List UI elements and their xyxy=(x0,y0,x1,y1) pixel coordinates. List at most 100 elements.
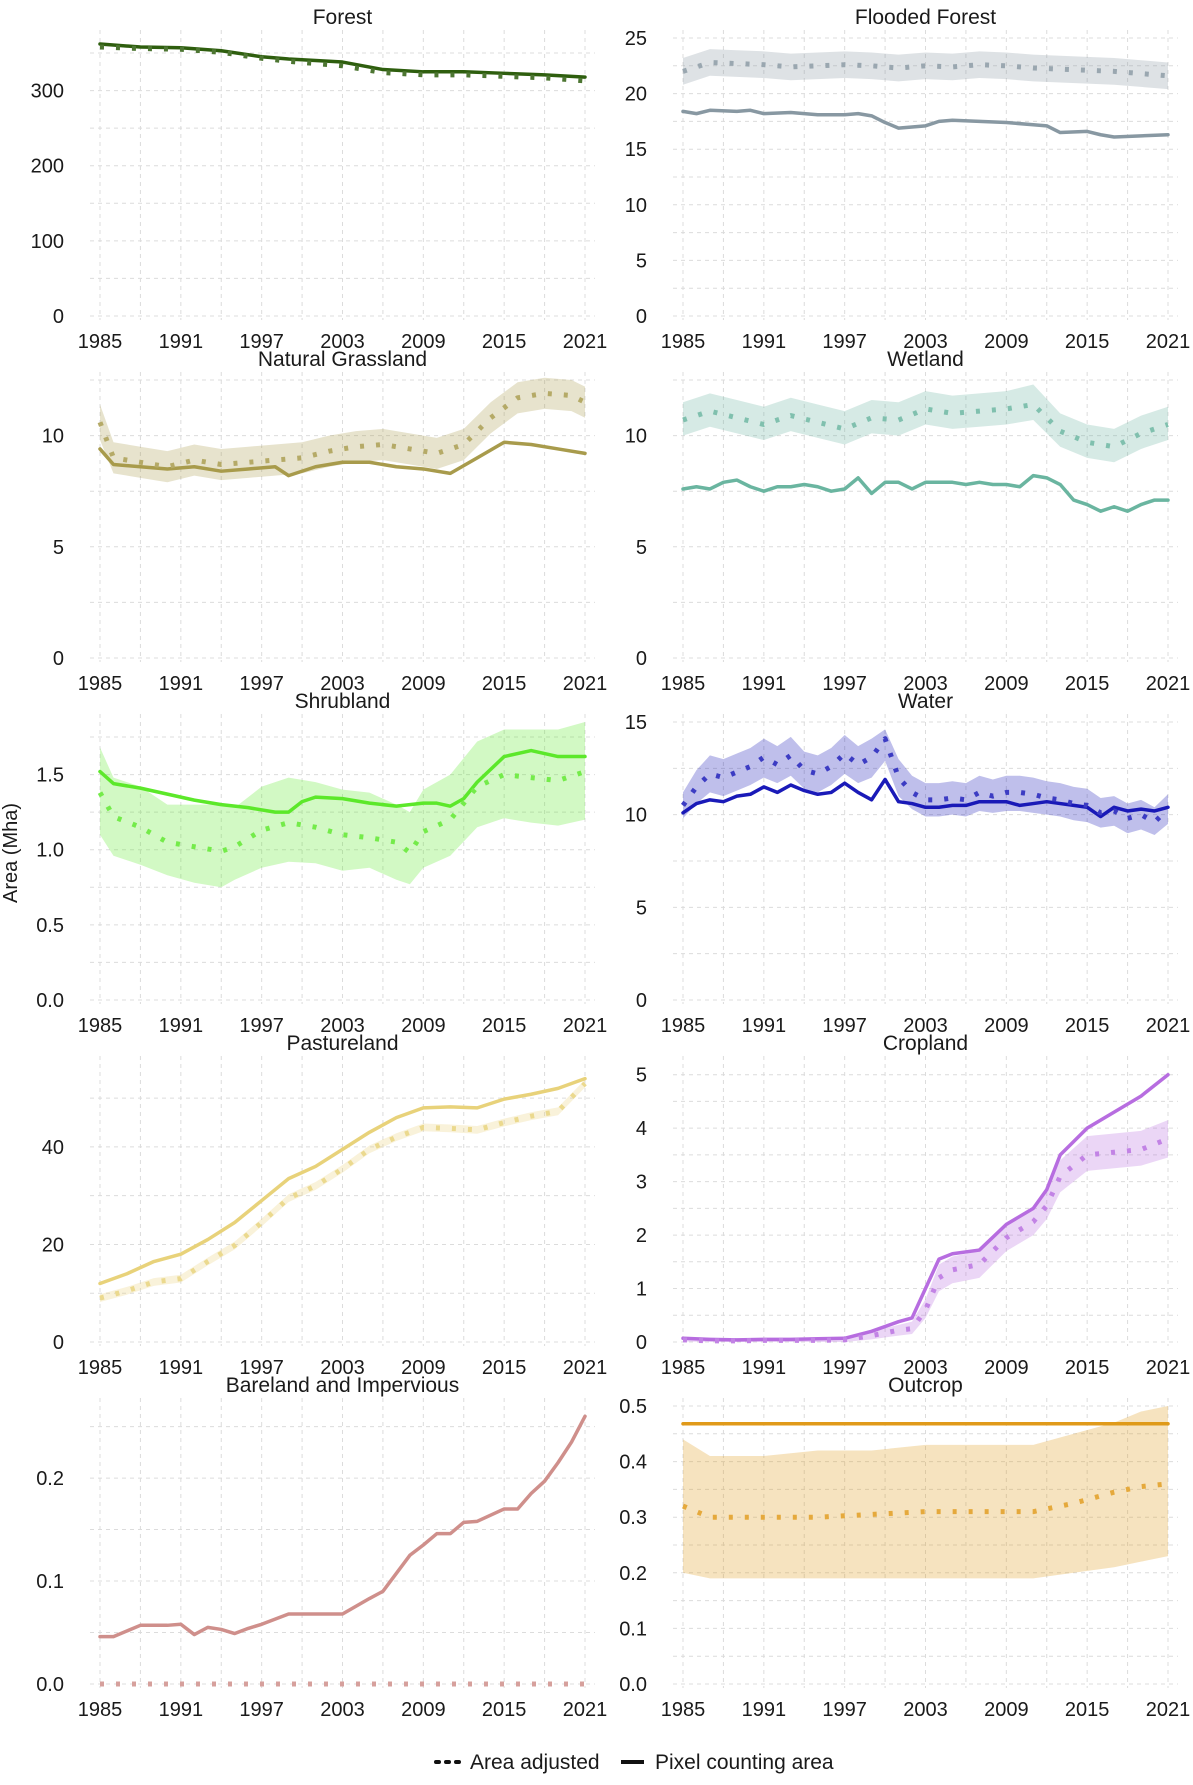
panel-water-xtick-label: 1985 xyxy=(661,1015,706,1037)
panel-wetland-area-adjusted-ci-band xyxy=(683,384,1168,463)
panel-wetland-xtick-label: 1991 xyxy=(742,673,787,695)
panel-bareland-impervious-ytick-label: 0.2 xyxy=(36,1468,64,1490)
panel-forest-xtick-label: 2021 xyxy=(563,331,608,353)
panel-forest-xtick-label: 2009 xyxy=(401,331,446,353)
panel-cropland-ytick-label: 3 xyxy=(636,1172,647,1194)
panel-forest: Forest 0 100 200 300 1985 1991 1997 2003 2009 2015… xyxy=(31,6,608,353)
panel-wetland-pixel-counting-area-line xyxy=(681,473,1170,513)
panel-cropland-xtick-label: 1997 xyxy=(822,1357,867,1379)
panel-natural-grassland-grid xyxy=(90,372,595,662)
panel-water-grid xyxy=(673,714,1178,1004)
panel-outcrop-xtick-label: 1997 xyxy=(822,1699,867,1721)
panel-cropland-grid xyxy=(673,1056,1178,1346)
panel-flooded-forest: Flooded Forest 0 5 10 15 20 25 1985 1991 1997 2003… xyxy=(625,6,1191,353)
panel-flooded-forest-ytick-label: 10 xyxy=(625,195,647,217)
panel-outcrop-xtick-label: 2021 xyxy=(1146,1699,1191,1721)
panel-outcrop-xtick-label: 1985 xyxy=(661,1699,706,1721)
panel-cropland-xtick-label: 2009 xyxy=(984,1357,1029,1379)
panel-flooded-forest-pixel-counting-area-line xyxy=(681,108,1170,139)
panel-wetland-grid xyxy=(673,372,1178,662)
panel-outcrop-ytick-label: 0.3 xyxy=(619,1507,647,1529)
panel-flooded-forest-grid xyxy=(673,30,1178,320)
panel-water-xtick-label: 2015 xyxy=(1065,1015,1110,1037)
panel-shrubland-xtick-label: 2015 xyxy=(482,1015,527,1037)
panel-forest-xtick-label: 1991 xyxy=(159,331,204,353)
panel-shrubland: Shrubland 0.0 0.5 1.0 1.5 1985 1991 1997 2003 200… xyxy=(36,690,607,1037)
panel-water-xtick-label: 1991 xyxy=(742,1015,787,1037)
panel-bareland-impervious-xtick-label: 2009 xyxy=(401,1699,446,1721)
panel-forest-xtick-label: 1985 xyxy=(78,331,123,353)
panel-flooded-forest-ytick-label: 15 xyxy=(625,139,647,161)
panel-bareland-impervious-ytick-label: 0.1 xyxy=(36,1571,64,1593)
panel-wetland-title: Wetland xyxy=(887,348,964,371)
panel-flooded-forest-xtick-label: 2003 xyxy=(903,331,948,353)
panel-forest-ytick-label: 100 xyxy=(31,231,64,253)
panel-wetland-ytick-label: 10 xyxy=(625,426,647,448)
panel-cropland-xtick-label: 2015 xyxy=(1065,1357,1110,1379)
panel-flooded-forest-xtick-label: 1991 xyxy=(742,331,787,353)
panel-natural-grassland-ytick-label: 0 xyxy=(53,648,64,670)
panel-water-pixel-counting-area-line xyxy=(681,777,1170,819)
legend: Area adjusted Pixel counting area xyxy=(434,1751,834,1774)
panel-bareland-impervious: Bareland and Impervious 0.0 0.1 0.2 1985 1991… xyxy=(36,1374,607,1721)
panel-forest-ytick-label: 0 xyxy=(53,306,64,328)
panel-shrubland-xtick-label: 1997 xyxy=(239,1015,284,1037)
panel-cropland-xtick-label: 2003 xyxy=(903,1357,948,1379)
panel-pastureland-pixel-counting-area-line xyxy=(98,1076,587,1286)
panel-water-ytick-label: 5 xyxy=(636,897,647,919)
panel-outcrop-ytick-label: 0.4 xyxy=(619,1452,647,1474)
panel-shrubland-ytick-label: 1.5 xyxy=(36,765,64,787)
panel-flooded-forest-area-adjusted-line xyxy=(682,59,1169,79)
panel-wetland-xtick-label: 2021 xyxy=(1146,673,1191,695)
panel-cropland-ytick-label: 5 xyxy=(636,1065,647,1087)
panel-outcrop-xtick-label: 2003 xyxy=(903,1699,948,1721)
panel-wetland-ytick-label: 5 xyxy=(636,537,647,559)
panel-outcrop-xtick-label: 2015 xyxy=(1065,1699,1110,1721)
panel-bareland-impervious-xtick-label: 1997 xyxy=(239,1699,284,1721)
panel-shrubland-xtick-label: 1991 xyxy=(159,1015,204,1037)
panel-outcrop-xtick-label: 2009 xyxy=(984,1699,1029,1721)
panel-water-xtick-label: 2009 xyxy=(984,1015,1029,1037)
panel-shrubland-xtick-label: 2009 xyxy=(401,1015,446,1037)
panel-outcrop-ytick-label: 0.5 xyxy=(619,1396,647,1418)
panel-outcrop-ytick-label: 0.1 xyxy=(619,1618,647,1640)
panel-bareland-impervious-xtick-label: 2015 xyxy=(482,1699,527,1721)
panel-cropland-pixel-counting-area-line xyxy=(681,1072,1170,1342)
panel-outcrop-area-adjusted-ci-band xyxy=(683,1406,1168,1579)
panel-water-xtick-label: 2021 xyxy=(1146,1015,1191,1037)
panel-cropland-ytick-label: 2 xyxy=(636,1225,647,1247)
panel-bareland-impervious-title: Bareland and Impervious xyxy=(226,1374,459,1397)
panel-flooded-forest-xtick-label: 2021 xyxy=(1146,331,1191,353)
panel-pastureland-xtick-label: 1985 xyxy=(78,1357,123,1379)
panel-outcrop-ytick-label: 0.2 xyxy=(619,1563,647,1585)
panel-bareland-impervious-pixel-counting-area-line xyxy=(98,1414,587,1639)
panel-natural-grassland-pixel-counting-area-line xyxy=(98,440,587,478)
panel-natural-grassland-xtick-label: 1991 xyxy=(159,673,204,695)
panel-bareland-impervious-xtick-label: 1991 xyxy=(159,1699,204,1721)
panel-pastureland-xtick-label: 2021 xyxy=(563,1357,608,1379)
panel-flooded-forest-ytick-label: 20 xyxy=(625,84,647,106)
panel-shrubland-ytick-label: 1.0 xyxy=(36,840,64,862)
panel-forest-title: Forest xyxy=(313,6,373,29)
panel-wetland-xtick-label: 2003 xyxy=(903,673,948,695)
panel-natural-grassland-ytick-label: 10 xyxy=(42,426,64,448)
panel-wetland-xtick-label: 1985 xyxy=(661,673,706,695)
panel-water-ytick-label: 10 xyxy=(625,805,647,827)
panel-wetland: Wetland 0 5 10 1985 1991 1997 2003 2009 2015 2021 xyxy=(625,348,1191,695)
panel-natural-grassland-xtick-label: 2009 xyxy=(401,673,446,695)
legend-label-area-adjusted: Area adjusted xyxy=(470,1751,600,1774)
panel-cropland-title: Cropland xyxy=(883,1032,968,1055)
panel-cropland-xtick-label: 2021 xyxy=(1146,1357,1191,1379)
panel-cropland: Cropland 0 1 2 3 4 5 1985 1991 1997 2003 2009 2015 20… xyxy=(636,1032,1190,1379)
panel-shrubland-title: Shrubland xyxy=(295,690,391,713)
panel-natural-grassland-area-adjusted-ci-band xyxy=(100,377,585,483)
panel-natural-grassland-xtick-label: 2015 xyxy=(482,673,527,695)
panel-pastureland-xtick-label: 2003 xyxy=(320,1357,365,1379)
panel-flooded-forest-title: Flooded Forest xyxy=(855,6,996,29)
panel-natural-grassland-xtick-label: 2003 xyxy=(320,673,365,695)
panel-pastureland-ytick-label: 20 xyxy=(42,1234,64,1256)
panel-cropland-ytick-label: 1 xyxy=(636,1279,647,1301)
panel-cropland-xtick-label: 1985 xyxy=(661,1357,706,1379)
panel-pastureland-xtick-label: 1997 xyxy=(239,1357,284,1379)
panel-bareland-impervious-ytick-label: 0.0 xyxy=(36,1674,64,1696)
